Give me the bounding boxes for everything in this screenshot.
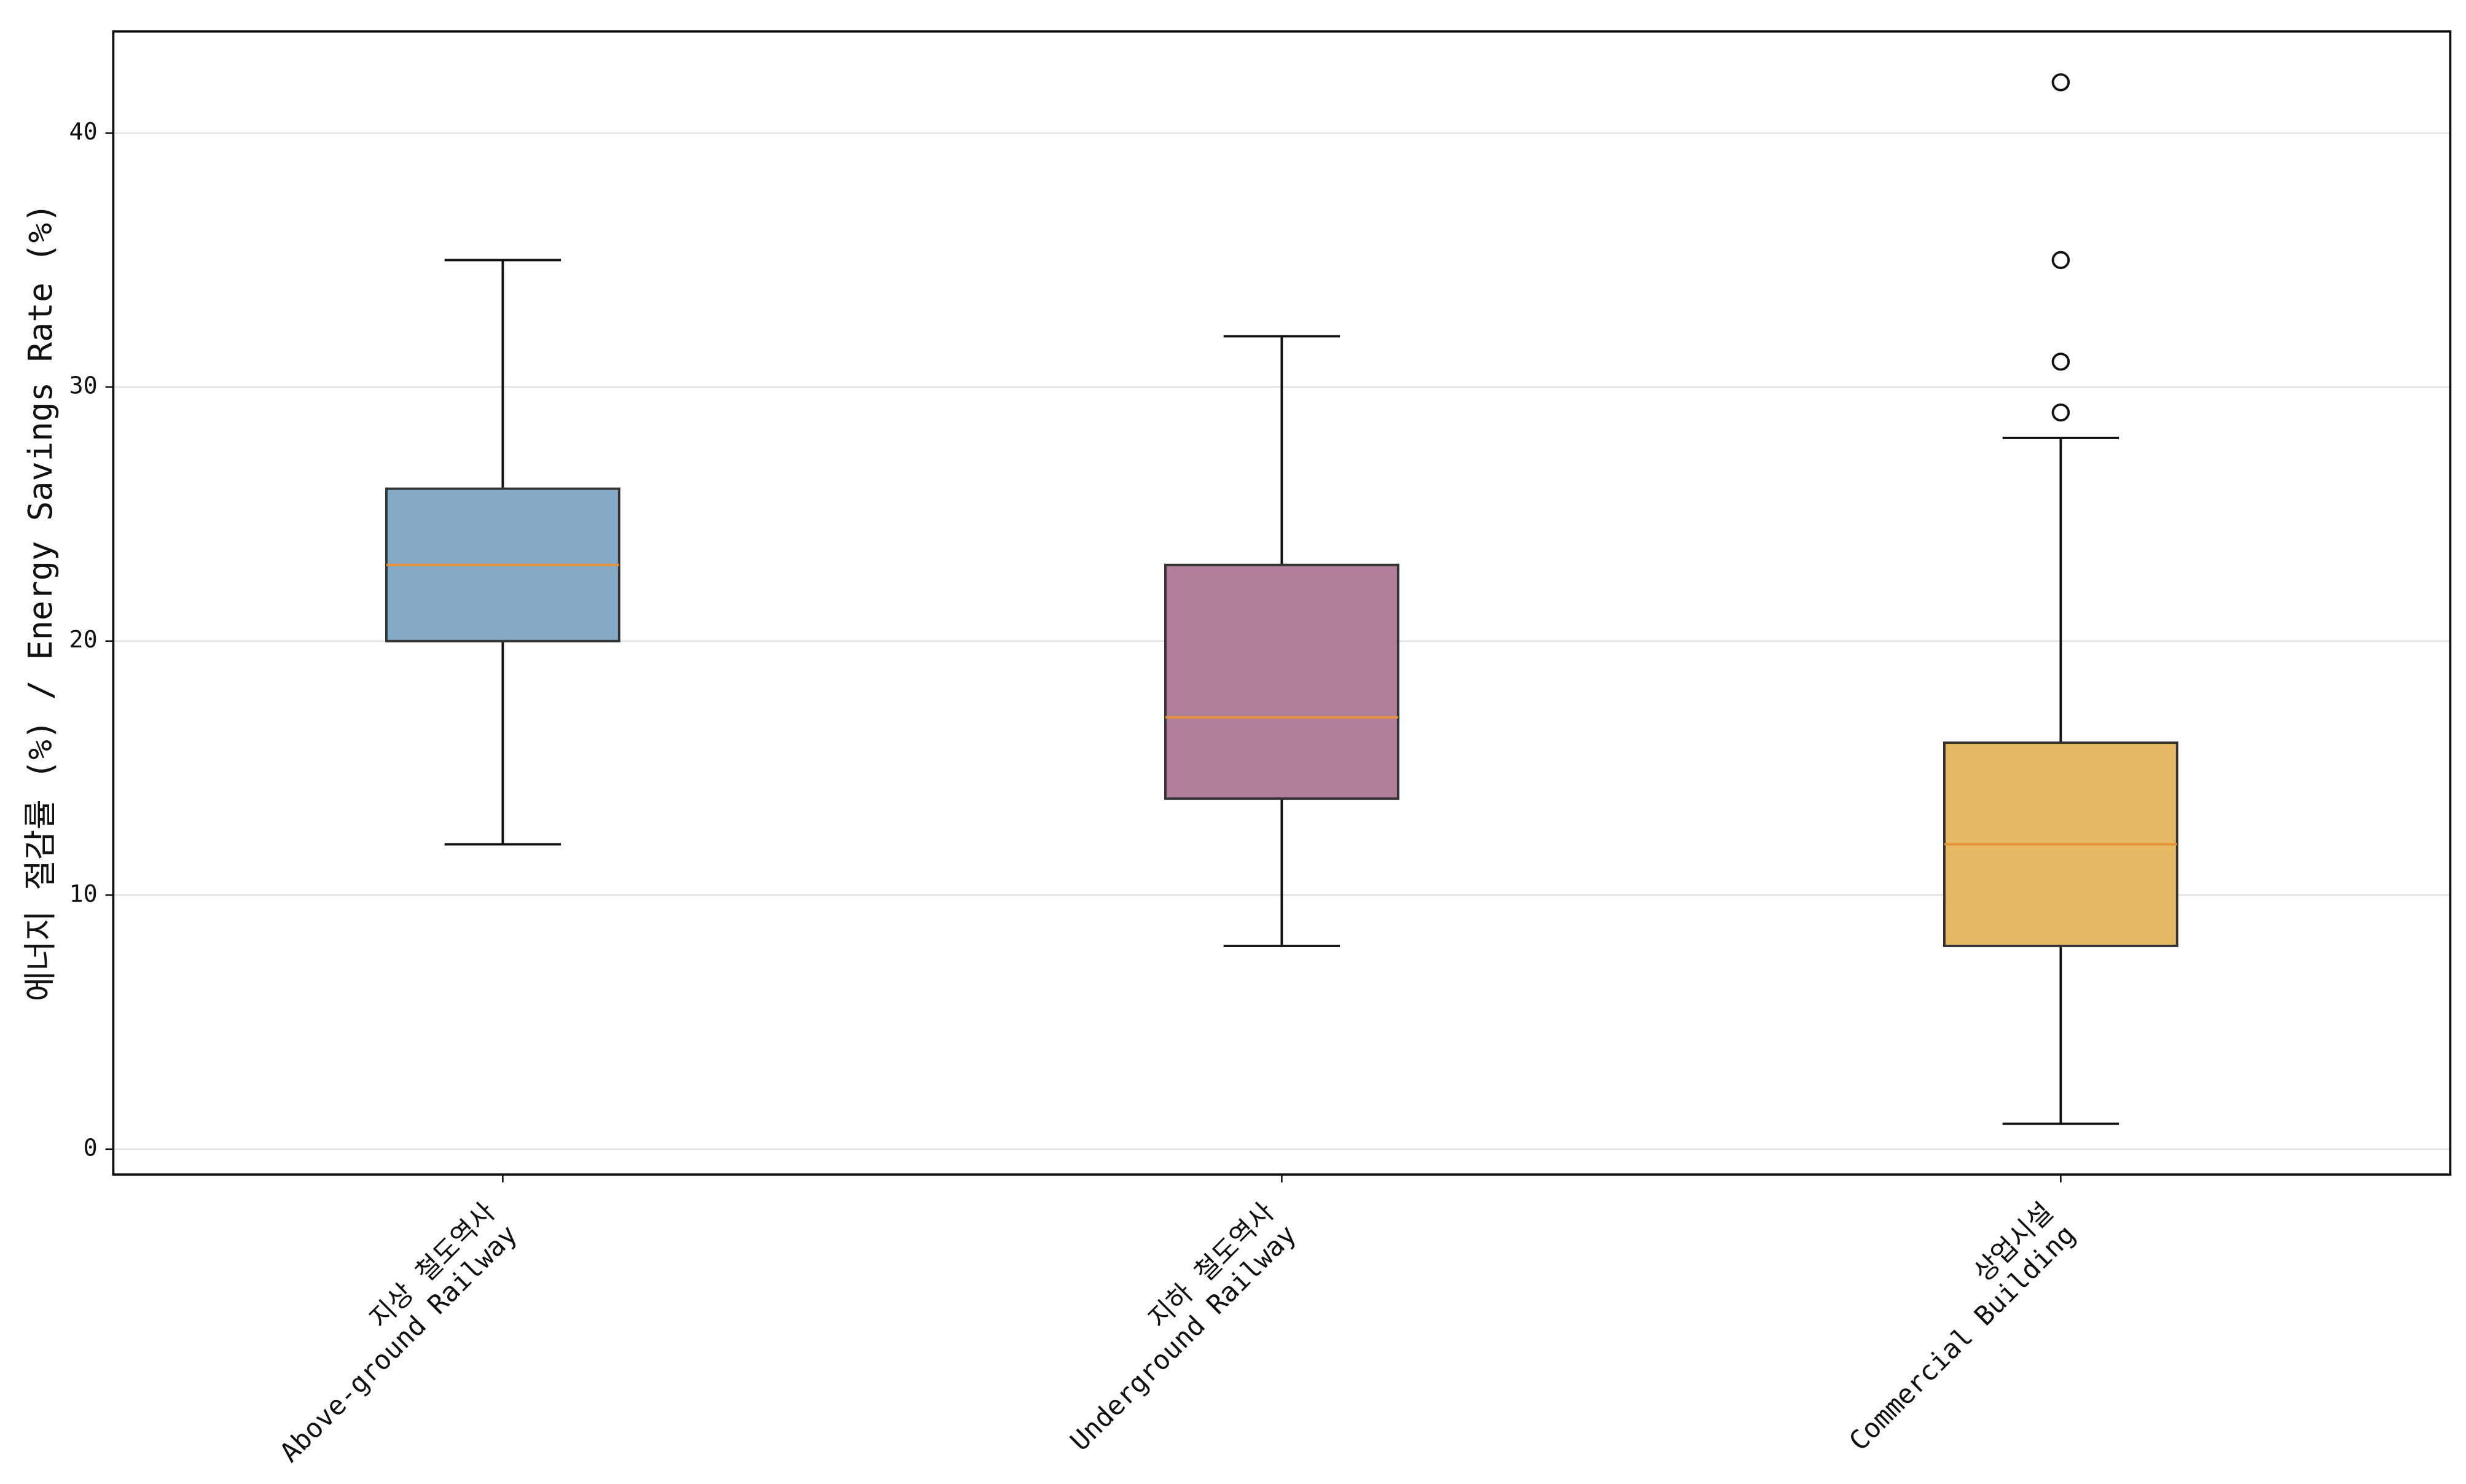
outlier <box>2051 73 2070 92</box>
plot-frame <box>112 30 2452 1176</box>
outlier <box>2051 251 2070 270</box>
outlier <box>2051 403 2070 422</box>
y-tick-label: 10 <box>69 880 98 908</box>
y-axis-label: 에너지 절감률 (%) / Energy Savings Rate (%) <box>21 203 60 1001</box>
outlier <box>2051 353 2070 371</box>
y-tick-label: 40 <box>69 118 98 146</box>
y-tick-label: 30 <box>69 372 98 400</box>
box <box>1164 563 1399 800</box>
y-tick-label: 0 <box>84 1134 98 1162</box>
y-tick-label: 20 <box>69 626 98 654</box>
